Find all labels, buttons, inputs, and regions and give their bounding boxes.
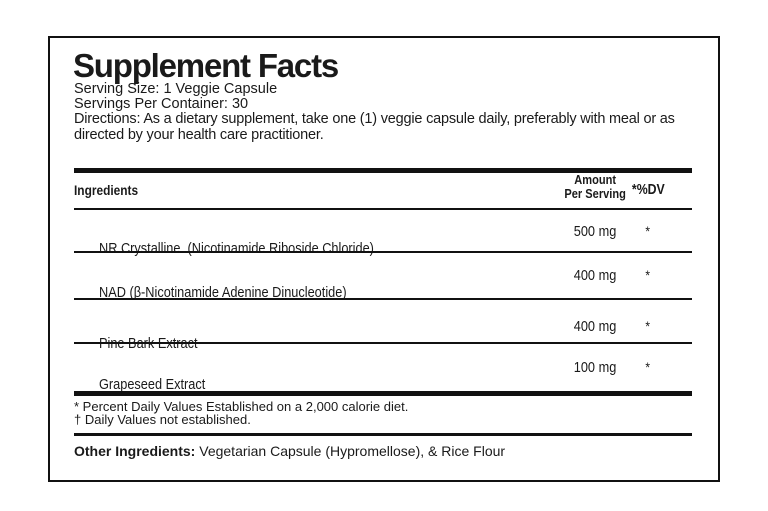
directions-text: Directions: As a dietary supplement, tak…: [74, 111, 675, 143]
ingredient-dv: *: [645, 318, 651, 334]
table-row: NAD (β-Nicotinamide Adenine Dinucleotide…: [74, 267, 390, 318]
amount-header-line1: Amount: [574, 172, 616, 187]
other-ingredients-text: Vegetarian Capsule (Hypromellose), & Ric…: [195, 443, 506, 459]
amount-column-header: Amount Per Serving: [554, 173, 636, 201]
other-ingredients-line: Other Ingredients: Vegetarian Capsule (H…: [74, 443, 505, 459]
serving-size-line: Serving Size: 1 Veggie Capsule: [74, 81, 278, 97]
servings-per-container-line: Servings Per Container: 30: [74, 96, 249, 112]
ingredient-amount: 100 mg: [573, 359, 617, 376]
ingredient-name: Grapeseed Extract: [99, 376, 206, 393]
header-rule: [74, 208, 692, 210]
other-ingredients-label: Other Ingredients:: [74, 443, 196, 459]
ingredient-amount: 400 mg: [573, 318, 617, 335]
ingredients-column-header: Ingredients: [74, 182, 149, 198]
table-row: Grapeseed Extract: [74, 359, 224, 410]
row-rule: [74, 342, 692, 344]
table-top-bar: [74, 168, 692, 173]
row-rule: [74, 298, 692, 300]
amount-header-line2: Per Serving: [564, 186, 626, 201]
dv-column-header: *%DV: [618, 182, 678, 198]
dv-header-text: *%DV: [631, 182, 665, 198]
ingredient-dv: *: [645, 359, 651, 375]
ingredient-amount: 400 mg: [573, 267, 617, 284]
ingredient-name: NAD (β-Nicotinamide Adenine Dinucleotide…: [99, 284, 347, 301]
ingredient-dv: *: [645, 223, 651, 239]
footnote-not-established: † Daily Values not established.: [74, 412, 251, 427]
ingredient-amount: 500 mg: [573, 223, 617, 240]
row-rule: [74, 251, 692, 253]
ingredient-dv: *: [645, 267, 651, 283]
ingredients-header-text: Ingredients: [74, 182, 139, 198]
footnote-rule: [74, 433, 692, 436]
footnote-daily-values: * Percent Daily Values Established on a …: [74, 399, 409, 414]
ingredient-name: NR Crystalline (Nicotinamide Riboside Ch…: [99, 240, 374, 257]
supplement-facts-panel: Supplement Facts Serving Size: 1 Veggie …: [48, 36, 720, 482]
panel-title: Supplement Facts: [73, 47, 339, 84]
table-bottom-bar: [74, 391, 692, 396]
